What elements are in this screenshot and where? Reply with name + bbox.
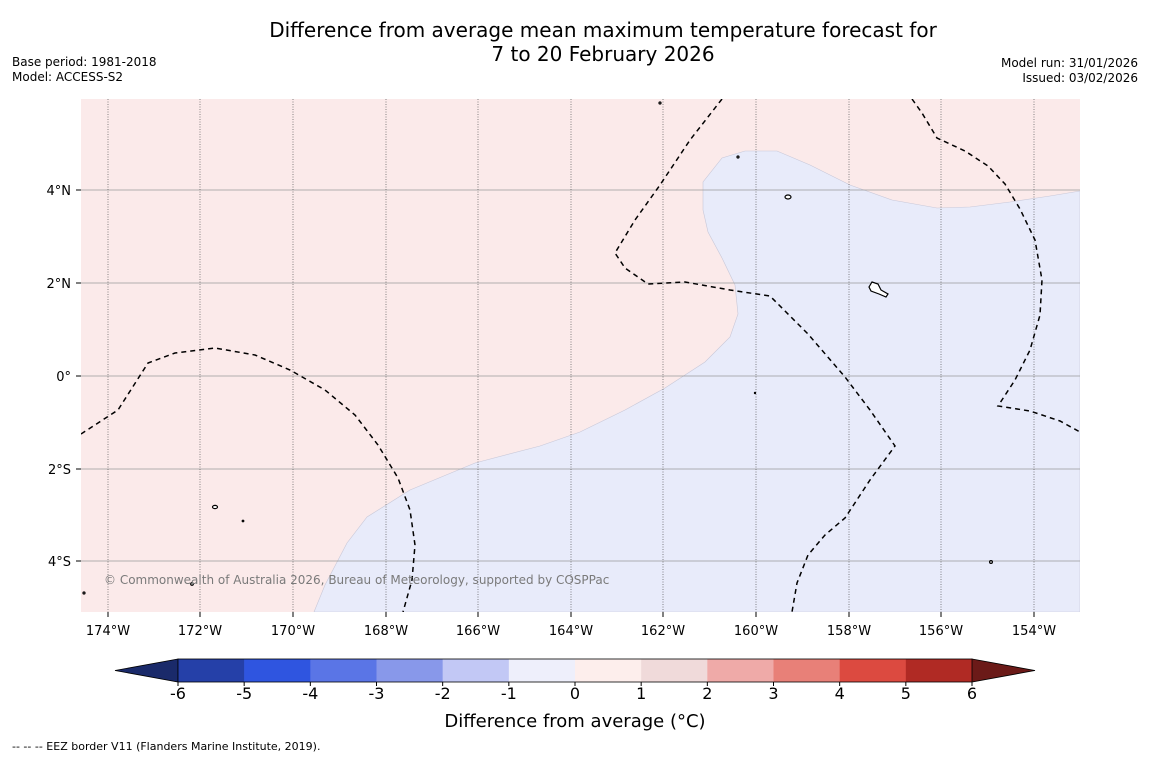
colorbar-swatch: [376, 659, 443, 682]
colorbar-swatch: [508, 659, 576, 682]
island-small-2: [736, 155, 740, 159]
colorbar: -6 -5 -4 -3 -2 -1 0 1 2 3 4 5 6 Difference from aver…: [114, 658, 1036, 732]
colorbar-swatch: [575, 659, 642, 682]
colorbar-swatch: [641, 659, 708, 682]
colorbar-under-arrow: [114, 658, 179, 683]
lon-tick-label: 174°W: [86, 624, 130, 639]
colorbar-swatch: [310, 659, 377, 682]
issued-label: Issued: 03/02/2026: [1022, 71, 1138, 85]
island-small-3: [241, 519, 245, 523]
lon-tick-label: 172°W: [178, 624, 222, 639]
lon-tick-label: 170°W: [271, 624, 315, 639]
title-line-1: Difference from average mean maximum tem…: [269, 18, 937, 42]
lon-tick-label: 154°W: [1012, 624, 1056, 639]
model-run-label: Model run: 31/01/2026: [1000, 56, 1138, 70]
island-jarvis: [211, 504, 219, 510]
colorbar-tick-label: -3: [369, 684, 385, 703]
eez-border-central: [614, 99, 896, 612]
colorbar-tick-label: -2: [435, 684, 451, 703]
colorbar-tick-label: -5: [236, 684, 252, 703]
island-small-1: [658, 101, 662, 105]
island-tabuaeran: [784, 194, 792, 200]
colorbar-swatch: [244, 659, 311, 682]
lon-tick-label: 162°W: [641, 624, 685, 639]
colorbar-tick-label: 3: [768, 684, 778, 703]
lon-tick-label: 158°W: [827, 624, 871, 639]
model-label: Model: ACCESS-S2: [12, 70, 124, 84]
lon-tick-label: 164°W: [549, 624, 593, 639]
colorbar-swatch: [905, 659, 973, 682]
colorbar-tick-label: 1: [636, 684, 646, 703]
colorbar-tick-label: 2: [702, 684, 712, 703]
lat-tick-label: 0°: [56, 370, 71, 385]
colorbar-tick-label: 6: [967, 684, 977, 703]
cool-anomaly-region: [313, 150, 1080, 612]
colorbar-tick-label: 0: [570, 684, 580, 703]
lat-tick-label: 4°N: [47, 184, 72, 199]
colorbar-swatch: [442, 659, 510, 682]
colorbar-swatch: [178, 659, 245, 682]
base-period-label: Base period: 1981-2018: [12, 55, 157, 69]
island-small-7: [82, 591, 86, 595]
meta-right: Model run: 31/01/2026 Issued: 03/02/2026: [1001, 56, 1138, 86]
copyright-notice: © Commonwealth of Australia 2026, Bureau…: [104, 573, 609, 587]
colorbar-swatch: [707, 659, 774, 682]
lat-tick-label: 2°N: [47, 277, 72, 292]
colorbar-tick-label: -1: [501, 684, 517, 703]
lat-tick-label: 2°S: [48, 463, 71, 478]
colorbar-tick-label: 4: [835, 684, 845, 703]
title-line-2: 7 to 20 February 2026: [491, 42, 715, 66]
island-small-4: [190, 582, 194, 586]
island-small-6: [753, 391, 757, 395]
eez-border-west: [81, 347, 416, 612]
colorbar-swatch: [839, 659, 907, 682]
colorbar-swatch: [773, 659, 840, 682]
colorbar-label: Difference from average (°C): [444, 711, 705, 732]
colorbar-over-arrow: [971, 658, 1036, 683]
gridlines: [81, 99, 1080, 612]
colorbar-tick-label: 5: [901, 684, 911, 703]
lat-tick-label: 4°S: [48, 555, 71, 570]
lon-tick-label: 160°W: [734, 624, 778, 639]
colorbar-tick-label: -6: [170, 684, 186, 703]
chart-title: Difference from average mean maximum tem…: [0, 18, 1150, 66]
island-small-5: [988, 559, 993, 564]
island-kiritimati: [868, 281, 889, 298]
eez-legend: -- -- -- EEZ border V11 (Flanders Marine…: [12, 740, 321, 753]
lon-tick-label: 168°W: [364, 624, 408, 639]
meta-left: Base period: 1981-2018 Model: ACCESS-S2: [12, 55, 157, 85]
lon-tick-label: 156°W: [919, 624, 963, 639]
lon-tick-label: 166°W: [456, 624, 500, 639]
colorbar-tick-label: -4: [302, 684, 318, 703]
